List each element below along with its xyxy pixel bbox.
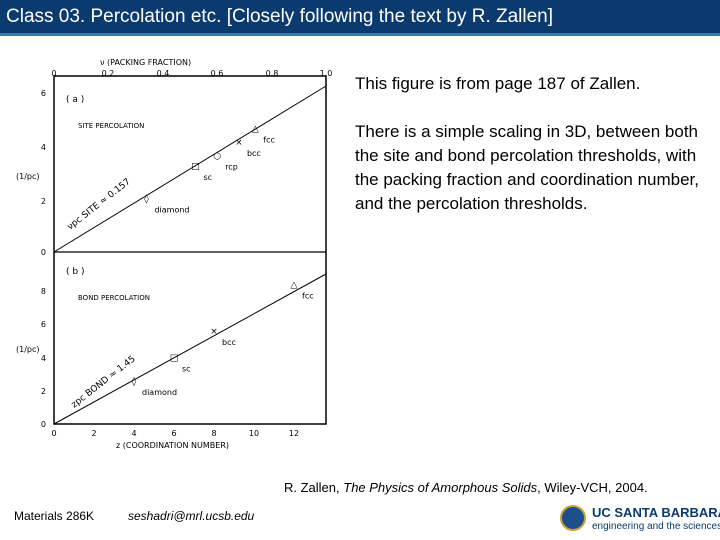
data-marker-bcc: × [235, 138, 243, 148]
scaling-explanation: There is a simple scaling in 3D, between… [355, 122, 700, 213]
panel-b-relation: zpc BOND ≈ 1.45 [70, 354, 138, 410]
bottom-tick: 0 [51, 429, 56, 438]
panel-a-heading: SITE PERCOLATION [78, 122, 144, 130]
data-label-sc: sc [182, 365, 191, 374]
data-marker-diamond: ◊ [144, 193, 149, 204]
data-label-fcc: fcc [302, 292, 314, 301]
data-label-sc: sc [203, 173, 212, 182]
top-tick: 0 [51, 69, 56, 78]
bottom-tick: 8 [211, 429, 216, 438]
logo-name: UC SANTA BARBARA [592, 505, 720, 520]
data-marker-fcc: △ [291, 281, 298, 291]
data-label-bcc: bcc [222, 338, 236, 347]
top-tick: 0.6 [211, 69, 224, 78]
data-marker-sc: □ [170, 354, 179, 364]
seal-icon [560, 505, 586, 531]
y-tick: 0 [41, 420, 46, 429]
citation: R. Zallen, The Physics of Amorphous Soli… [284, 480, 648, 495]
bottom-axis-label: z (COORDINATION NUMBER) [116, 441, 229, 450]
plot-frame [53, 75, 327, 425]
citation-prefix: R. Zallen, [284, 480, 344, 495]
data-label-diamond: diamond [154, 205, 189, 214]
panel-a-yticks: 0 2 4 6 [41, 89, 46, 257]
slide-title: Class 03. Percolation etc. [Closely foll… [6, 6, 554, 27]
bottom-tick: 10 [249, 429, 259, 438]
panel-a-tag: ( a ) [66, 95, 84, 105]
data-label-bcc: bcc [247, 149, 261, 158]
top-axis-label: ν (PACKING FRACTION) [100, 58, 191, 67]
percolation-figure-svg: ν (PACKING FRACTION) 0 0.2 0.4 0.6 0.8 1… [16, 58, 332, 450]
citation-suffix: , Wiley-VCH, 2004. [537, 480, 648, 495]
bottom-tick: 6 [171, 429, 176, 438]
y-tick: 4 [41, 143, 46, 152]
y-tick: 8 [41, 287, 46, 296]
y-tick: 4 [41, 354, 46, 363]
panel-b-fit-line [53, 273, 327, 425]
citation-title: The Physics of Amorphous Solids [343, 480, 538, 495]
data-marker-bcc: × [210, 327, 218, 337]
data-marker-rcp: ○ [213, 152, 221, 162]
panel-b-tag: ( b ) [66, 267, 84, 277]
top-tick: 1.0 [320, 69, 333, 78]
bottom-tick: 4 [131, 429, 136, 438]
y-tick: 2 [41, 197, 46, 206]
bottom-tick: 12 [289, 429, 299, 438]
data-label-diamond: diamond [142, 388, 177, 397]
panel-b-points: ◊ diamond □sc × bcc △ fcc [132, 281, 314, 397]
logo-subtitle: engineering and the sciences [592, 521, 720, 532]
panel-b-yticks: 0 2 4 6 8 [41, 287, 46, 429]
panel-a-ylabel: (1/pc) [16, 172, 40, 181]
bottom-tick: 2 [91, 429, 96, 438]
top-tick: 0.4 [157, 69, 170, 78]
panel-a-fit-line [53, 85, 327, 253]
data-marker-fcc: △ [252, 125, 259, 135]
ucsb-logo: UC SANTA BARBARA engineering and the sci… [560, 503, 720, 537]
instructor-email: seshadri@mrl.ucsb.edu [128, 509, 255, 523]
bottom-ticks: 0 2 4 6 8 10 12 [51, 429, 299, 438]
data-label-rcp: rcp [225, 163, 238, 172]
course-label: Materials 286K [14, 509, 95, 523]
data-marker-sc: □ [191, 162, 200, 172]
data-label-fcc: fcc [263, 136, 275, 145]
y-tick: 6 [41, 89, 46, 98]
panel-b-ylabel: (1/pc) [16, 345, 40, 354]
panel-a-points: ◊ diamond □sc ○ rcp × bcc △ fcc [144, 125, 275, 215]
y-tick: 6 [41, 320, 46, 329]
panel-b-heading: BOND PERCOLATION [78, 294, 150, 302]
data-marker-diamond: ◊ [132, 376, 137, 387]
top-tick: 0.2 [102, 69, 115, 78]
title-bar: Class 03. Percolation etc. [Closely foll… [0, 0, 720, 36]
top-tick: 0.8 [266, 69, 279, 78]
y-tick: 2 [41, 387, 46, 396]
top-ticks: 0 0.2 0.4 0.6 0.8 1.0 [51, 69, 332, 78]
figure-source-note: This figure is from page 187 of Zallen. [355, 74, 641, 93]
percolation-figure: ν (PACKING FRACTION) 0 0.2 0.4 0.6 0.8 1… [8, 52, 348, 452]
y-tick: 0 [41, 248, 46, 257]
